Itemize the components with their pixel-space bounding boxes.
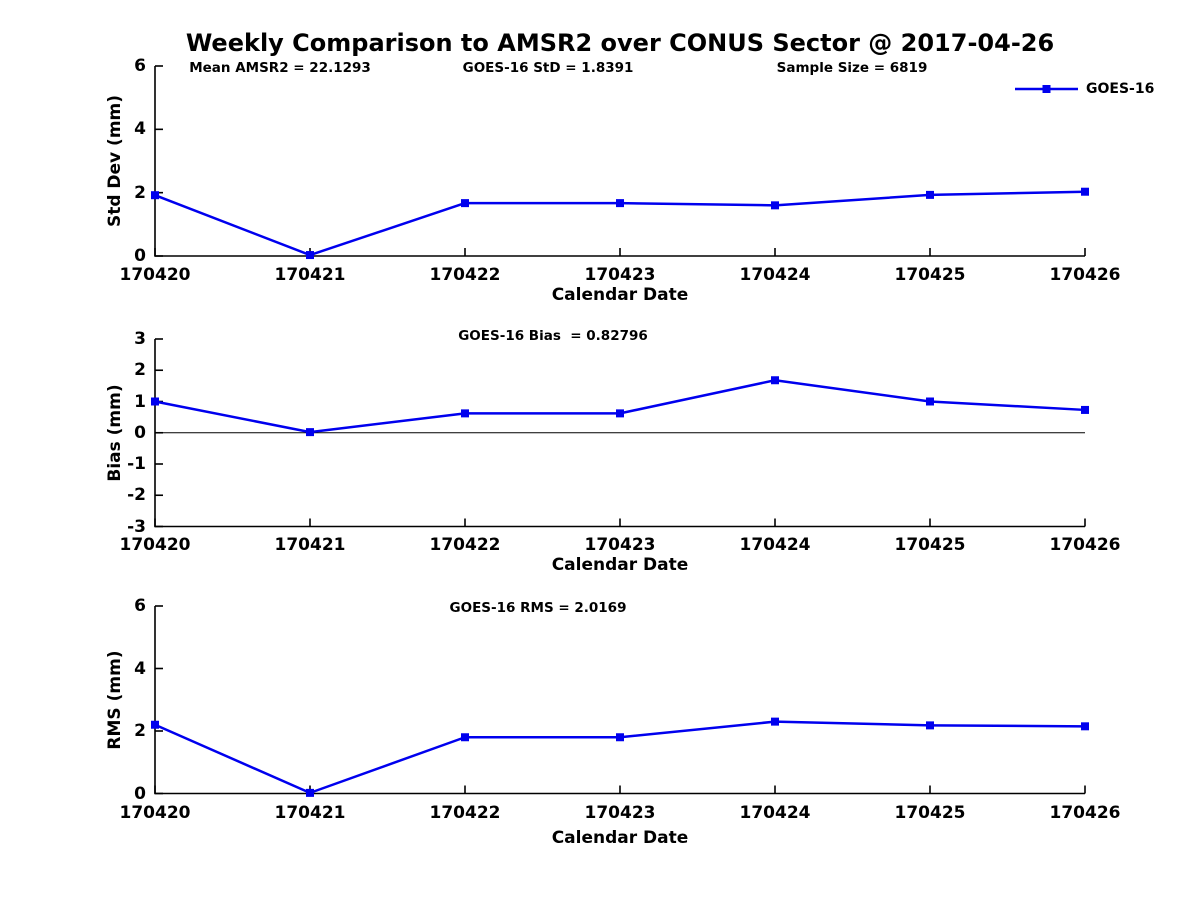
figure-title: Weekly Comparison to AMSR2 over CONUS Se…: [185, 29, 1055, 57]
legend-label: GOES-16: [1086, 81, 1155, 97]
y-tick-label: 6: [134, 596, 146, 616]
std-dev-annotation: Sample Size = 6819: [776, 60, 928, 76]
rms-series-line: [154, 720, 1086, 795]
x-tick-label: 170421: [274, 265, 346, 285]
bias-plot: [151, 338, 1089, 528]
data-point-marker: [771, 717, 779, 726]
x-tick-label: 170425: [894, 535, 966, 555]
x-tick-label: 170425: [894, 803, 966, 823]
y-tick-label: 6: [134, 56, 146, 76]
y-tick-label: 2: [134, 721, 146, 741]
data-point-marker: [1081, 187, 1089, 196]
std-dev-annotation: GOES-16 StD = 1.8391: [462, 60, 634, 76]
rms-yaxis-label: RMS (mm): [105, 650, 125, 750]
x-tick-label: 170420: [119, 535, 191, 555]
y-tick-label: -2: [127, 485, 146, 506]
x-tick-label: 170423: [584, 803, 656, 823]
rms-xaxis-label: Calendar Date: [551, 828, 689, 848]
x-tick-label: 170423: [584, 265, 656, 285]
x-tick-label: 170426: [1049, 265, 1121, 285]
bias-annotation: GOES-16 Bias = 0.82796: [458, 328, 648, 344]
x-tick-label: 170424: [739, 265, 811, 285]
x-tick-label: 170425: [894, 265, 966, 285]
data-point-marker: [926, 721, 934, 730]
data-point-marker: [461, 409, 469, 418]
y-tick-label: 0: [134, 783, 146, 804]
std-dev-annotation: Mean AMSR2 = 22.1293: [189, 60, 371, 76]
x-tick-label: 170423: [584, 535, 656, 555]
y-tick-label: 3: [134, 329, 146, 349]
data-point-marker: [926, 190, 934, 199]
x-tick-label: 170421: [274, 803, 346, 823]
data-point-marker: [461, 733, 469, 742]
x-tick-label: 170422: [429, 265, 501, 285]
y-tick-label: 2: [134, 182, 146, 203]
x-tick-label: 170424: [739, 535, 811, 555]
data-point-marker: [616, 199, 624, 208]
data-point-marker: [151, 191, 159, 200]
data-point-marker: [1081, 722, 1089, 731]
y-tick-label: 0: [134, 422, 146, 443]
y-tick-label: 1: [134, 391, 146, 412]
data-point-marker: [461, 199, 469, 208]
std-dev-xaxis-label: Calendar Date: [551, 285, 689, 305]
rms-axis-line: [154, 606, 1085, 795]
x-tick-label: 170422: [429, 535, 501, 555]
x-tick-label: 170420: [119, 265, 191, 285]
y-tick-label: -1: [127, 454, 146, 474]
std-dev-axis-line: [154, 66, 1085, 257]
x-tick-label: 170422: [429, 803, 501, 823]
data-point-marker: [151, 720, 159, 729]
data-point-marker: [771, 376, 779, 385]
data-point-marker: [151, 397, 159, 406]
std-dev-yaxis-label: Std Dev (mm): [105, 94, 125, 228]
y-tick-label: 4: [134, 119, 146, 140]
data-point-marker: [771, 201, 779, 210]
y-tick-label: 0: [134, 246, 146, 266]
data-point-marker: [926, 397, 934, 406]
data-point-marker: [1081, 405, 1089, 414]
data-point-marker: [616, 733, 624, 742]
data-point-marker: [306, 428, 314, 437]
bias-xaxis-label: Calendar Date: [551, 555, 689, 575]
data-point-marker: [306, 251, 314, 260]
x-tick-label: 170421: [274, 535, 346, 555]
y-tick-label: 4: [134, 658, 146, 679]
y-tick-label: -3: [127, 516, 146, 537]
x-tick-label: 170420: [119, 803, 191, 823]
x-tick-label: 170426: [1049, 803, 1121, 823]
x-tick-label: 170426: [1049, 535, 1121, 555]
std-dev-plot: [151, 65, 1089, 260]
legend-marker: [1042, 85, 1051, 93]
data-point-marker: [616, 409, 624, 418]
bias-series-line: [154, 379, 1086, 434]
data-point-marker: [306, 788, 314, 797]
rms-plot: [151, 605, 1089, 797]
bias-yaxis-label: Bias (mm): [105, 384, 125, 482]
y-tick-label: 2: [134, 360, 146, 381]
rms-annotation: GOES-16 RMS = 2.0169: [449, 600, 627, 616]
x-tick-label: 170424: [739, 803, 811, 823]
